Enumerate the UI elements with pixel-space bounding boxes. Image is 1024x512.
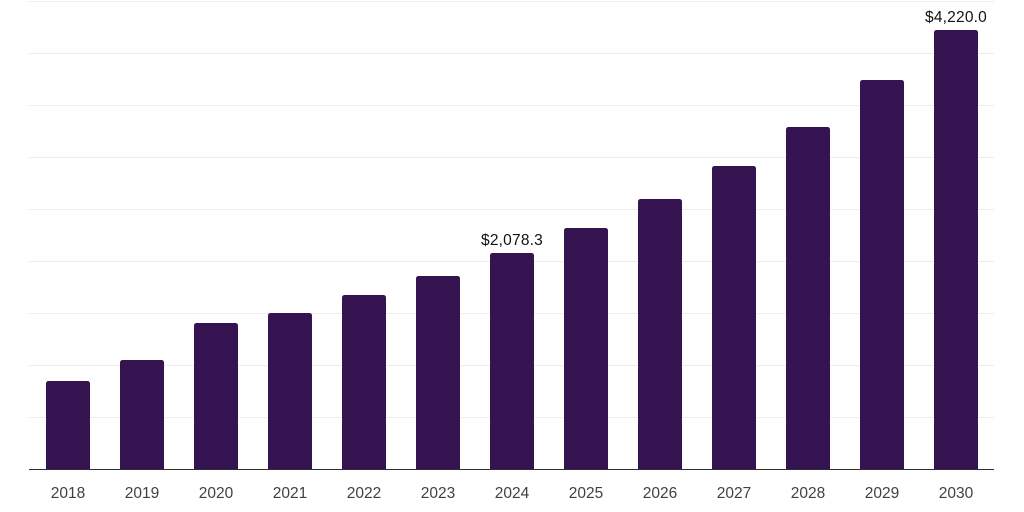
gridline-3500 xyxy=(29,105,994,106)
bar-2026 xyxy=(638,199,682,469)
x-tick-label-2028: 2028 xyxy=(790,485,826,502)
bar-2025 xyxy=(564,228,608,469)
value-label-2024: $2,078.3 xyxy=(481,231,543,249)
x-tick-label-2019: 2019 xyxy=(124,485,160,502)
x-tick-label-2029: 2029 xyxy=(864,485,900,502)
x-tick-label-2025: 2025 xyxy=(568,485,604,502)
bar-2022 xyxy=(342,294,386,469)
x-tick-label-2024: 2024 xyxy=(494,485,530,502)
x-tick-label-2027: 2027 xyxy=(716,485,752,502)
gridline-3000 xyxy=(29,157,994,158)
plot-area xyxy=(29,1,994,470)
bar-2023 xyxy=(416,276,460,469)
bar-2024 xyxy=(490,252,534,469)
x-tick-label-2030: 2030 xyxy=(938,485,974,502)
bar-2018 xyxy=(46,381,90,469)
bar-2030 xyxy=(934,30,978,469)
x-tick-label-2022: 2022 xyxy=(346,485,382,502)
x-tick-label-2018: 2018 xyxy=(50,485,86,502)
gridline-4500 xyxy=(29,1,994,2)
x-tick-label-2021: 2021 xyxy=(272,485,308,502)
value-label-2030: $4,220.0 xyxy=(925,9,987,27)
bar-2020 xyxy=(194,322,238,469)
x-tick-label-2023: 2023 xyxy=(420,485,456,502)
gridline-4000 xyxy=(29,53,994,54)
bar-2021 xyxy=(268,313,312,469)
gridline-2500 xyxy=(29,209,994,210)
bar-2019 xyxy=(120,360,164,469)
bar-2028 xyxy=(786,126,830,469)
bar-2027 xyxy=(712,165,756,469)
bar-2029 xyxy=(860,80,904,469)
x-tick-label-2020: 2020 xyxy=(198,485,234,502)
x-tick-label-2026: 2026 xyxy=(642,485,678,502)
